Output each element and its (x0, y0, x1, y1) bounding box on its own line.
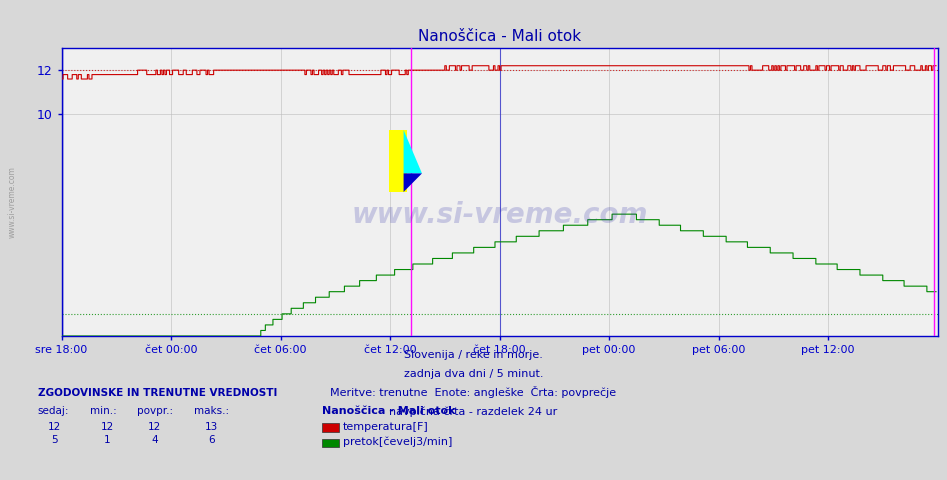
Text: 4: 4 (152, 435, 157, 445)
Text: Meritve: trenutne  Enote: angleške  Črta: povprečje: Meritve: trenutne Enote: angleške Črta: … (331, 386, 616, 398)
Text: navpična črta - razdelek 24 ur: navpična črta - razdelek 24 ur (389, 407, 558, 417)
Text: povpr.:: povpr.: (137, 406, 173, 416)
Text: pretok[čevelj3/min]: pretok[čevelj3/min] (343, 436, 452, 447)
Text: ZGODOVINSKE IN TRENUTNE VREDNOSTI: ZGODOVINSKE IN TRENUTNE VREDNOSTI (38, 388, 277, 398)
Text: temperatura[F]: temperatura[F] (343, 421, 429, 432)
Text: 5: 5 (52, 435, 58, 445)
Text: zadnja dva dni / 5 minut.: zadnja dva dni / 5 minut. (403, 369, 544, 379)
Text: 12: 12 (148, 421, 161, 432)
Text: Nanoščica - Mali otok: Nanoščica - Mali otok (322, 406, 456, 416)
Text: 1: 1 (104, 435, 110, 445)
Title: Nanoščica - Mali otok: Nanoščica - Mali otok (418, 29, 581, 44)
Text: 13: 13 (205, 421, 218, 432)
Text: www.si-vreme.com: www.si-vreme.com (351, 201, 648, 229)
Text: sedaj:: sedaj: (38, 406, 69, 416)
Polygon shape (403, 130, 422, 173)
Bar (388, 130, 407, 192)
Text: www.si-vreme.com: www.si-vreme.com (8, 166, 17, 238)
Text: 12: 12 (48, 421, 62, 432)
Text: Slovenija / reke in morje.: Slovenija / reke in morje. (404, 349, 543, 360)
Text: 12: 12 (100, 421, 114, 432)
Text: maks.:: maks.: (194, 406, 229, 416)
Text: 6: 6 (208, 435, 214, 445)
Polygon shape (403, 173, 422, 192)
Text: min.:: min.: (90, 406, 116, 416)
